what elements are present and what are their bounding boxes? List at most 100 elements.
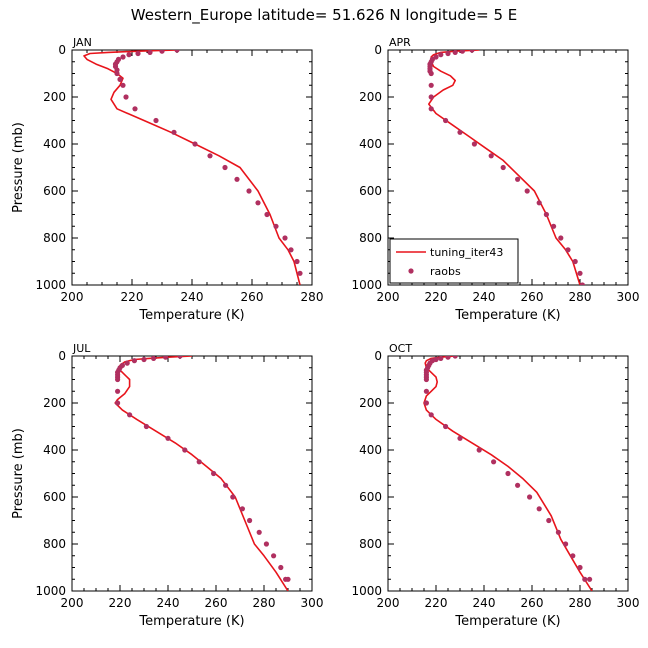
obs-point bbox=[505, 470, 511, 477]
obs-point bbox=[263, 541, 269, 547]
obs-point bbox=[147, 50, 153, 55]
obs-point bbox=[459, 50, 465, 54]
y-tick-label: 200 bbox=[43, 396, 66, 410]
plot-data bbox=[423, 356, 593, 591]
x-tick-label: 260 bbox=[521, 290, 544, 304]
y-tick-label: 600 bbox=[43, 184, 66, 198]
obs-point bbox=[222, 164, 228, 171]
obs-point bbox=[159, 50, 165, 54]
obs-point bbox=[536, 506, 542, 512]
y-tick-label: 0 bbox=[374, 43, 382, 57]
panel-label: JUL bbox=[72, 342, 91, 355]
x-tick-label: 280 bbox=[569, 596, 592, 610]
y-tick-label: 400 bbox=[359, 443, 382, 457]
obs-point bbox=[120, 54, 126, 60]
obs-point bbox=[543, 211, 550, 218]
obs-point bbox=[297, 270, 303, 276]
obs-point bbox=[488, 153, 494, 159]
y-tick-label: 200 bbox=[43, 90, 66, 104]
plot-data bbox=[427, 50, 585, 285]
x-tick-label: 300 bbox=[617, 290, 640, 304]
x-tick-label: 220 bbox=[425, 596, 448, 610]
obs-point bbox=[177, 356, 183, 359]
obs-point bbox=[524, 188, 530, 194]
y-tick-label: 600 bbox=[359, 490, 382, 504]
obs-point bbox=[141, 356, 147, 363]
obs-point bbox=[565, 247, 571, 253]
obs-point bbox=[582, 576, 588, 582]
y-tick-label: 0 bbox=[58, 349, 66, 363]
y-tick-label: 0 bbox=[58, 43, 66, 57]
y-tick-label: 400 bbox=[43, 443, 66, 457]
obs-point bbox=[457, 435, 463, 441]
x-tick-label: 300 bbox=[301, 596, 324, 610]
obs-point bbox=[192, 141, 198, 147]
obs-point bbox=[182, 447, 188, 453]
obs-point bbox=[294, 258, 300, 265]
obs-point bbox=[256, 529, 262, 535]
x-tick-label: 200 bbox=[377, 596, 400, 610]
obs-point bbox=[452, 356, 458, 359]
x-tick-label: 300 bbox=[617, 596, 640, 610]
obs-point bbox=[572, 258, 578, 265]
y-tick-label: 0 bbox=[374, 349, 382, 363]
plot-frame bbox=[71, 49, 313, 286]
obs-point bbox=[115, 388, 121, 394]
panel-oct: 200 220 240 260 280 300 0 200 400 600 800 1000 Tempe… bbox=[351, 342, 639, 629]
obs-point bbox=[163, 356, 169, 360]
obs-point bbox=[174, 50, 180, 53]
y-tick-label: 200 bbox=[359, 90, 382, 104]
series-line-tuning_iter43 bbox=[423, 356, 593, 591]
plot-data bbox=[83, 50, 303, 285]
x-axis-label: Temperature (K) bbox=[138, 614, 244, 629]
obs-point bbox=[114, 70, 120, 77]
x-tick-label: 220 bbox=[425, 290, 448, 304]
x-tick-label: 200 bbox=[377, 290, 400, 304]
obs-point bbox=[165, 435, 171, 441]
obs-point bbox=[558, 235, 564, 241]
panel-apr: 200 220 240 260 280 300 0 200 400 600 800 1000 Tempe… bbox=[351, 36, 639, 323]
y-tick-label: 1000 bbox=[35, 278, 66, 292]
obs-point bbox=[579, 282, 585, 285]
obs-point bbox=[115, 400, 121, 406]
obs-point bbox=[469, 50, 475, 53]
obs-point bbox=[132, 106, 138, 112]
obs-point bbox=[288, 247, 294, 253]
obs-point bbox=[246, 188, 252, 194]
x-tick-label: 240 bbox=[181, 290, 204, 304]
y-tick-label: 600 bbox=[359, 184, 382, 198]
obs-point bbox=[452, 50, 458, 55]
obs-point bbox=[207, 153, 213, 159]
obs-point bbox=[555, 529, 562, 535]
x-tick-label: 280 bbox=[253, 596, 276, 610]
x-tick-label: 220 bbox=[121, 290, 144, 304]
obs-point bbox=[527, 494, 533, 500]
y-tick-label: 800 bbox=[43, 231, 66, 245]
obs-point bbox=[124, 360, 130, 366]
obs-point bbox=[445, 50, 451, 57]
obs-point bbox=[239, 506, 245, 512]
obs-point bbox=[515, 482, 521, 488]
obs-point bbox=[445, 356, 451, 360]
x-axis-label: Temperature (K) bbox=[138, 308, 244, 323]
obs-point bbox=[428, 94, 434, 100]
x-tick-label: 260 bbox=[205, 596, 228, 610]
obs-point bbox=[211, 470, 217, 477]
obs-point bbox=[438, 356, 444, 361]
obs-point bbox=[143, 423, 149, 430]
x-tick-label: 240 bbox=[157, 596, 180, 610]
x-tick-label: 200 bbox=[61, 596, 84, 610]
obs-point bbox=[230, 494, 236, 500]
obs-point bbox=[423, 376, 429, 383]
x-tick-label: 220 bbox=[109, 596, 132, 610]
y-tick-label: 1000 bbox=[351, 584, 382, 598]
obs-point bbox=[428, 106, 434, 112]
y-tick-label: 600 bbox=[43, 490, 66, 504]
obs-point bbox=[117, 76, 123, 82]
obs-point bbox=[234, 176, 240, 182]
panel-label: JAN bbox=[72, 36, 92, 49]
obs-point bbox=[587, 576, 593, 582]
x-axis-label: Temperature (K) bbox=[454, 308, 560, 323]
x-tick-label: 280 bbox=[569, 290, 592, 304]
y-tick-label: 400 bbox=[359, 137, 382, 151]
